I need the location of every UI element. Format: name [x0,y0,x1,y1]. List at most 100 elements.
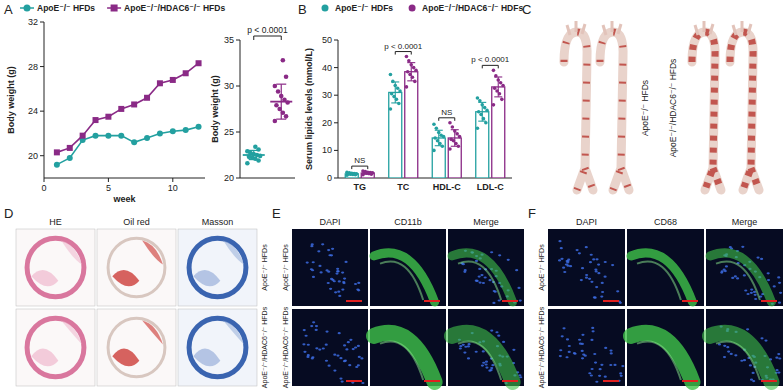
point [477,110,481,114]
nucleus [478,275,481,277]
panel-label: B [298,2,307,17]
point [413,80,417,84]
y-tick [40,111,44,112]
histology-image [16,229,95,306]
point [479,113,483,117]
nucleus [566,260,569,262]
x-tick-label: 0 [41,183,46,193]
nucleus [336,268,339,270]
nucleus [588,372,591,374]
nucleus [764,340,767,342]
nucleus [775,369,778,371]
annotation: p < 0.0001 [471,55,510,64]
nucleus [726,346,729,348]
marker-signal [458,341,501,380]
panel-label: F [528,206,536,221]
nucleus [325,330,328,332]
image-bg [97,309,176,386]
nucleus [345,348,348,350]
nucleus [777,371,780,373]
nucleus [559,355,562,357]
plaque [692,32,721,190]
nucleus [558,240,561,242]
nucleus [594,297,597,299]
nucleus [338,295,341,297]
plaque [112,348,139,366]
nucleus [598,375,601,377]
nucleus [336,355,339,357]
legend-text: ApoE⁻/⁻/HDAC6⁻/⁻ HDFs [422,3,523,13]
series-line [57,63,199,152]
nucleus [559,349,562,351]
nucleus [348,364,351,366]
nucleus [482,362,485,364]
nucleus [342,282,345,284]
nucleus [600,364,603,366]
image-bg [292,229,368,306]
nucleus [578,252,581,254]
error-line [253,150,254,159]
point [196,124,202,130]
nucleus [752,372,755,374]
fluorescence-image [370,229,446,306]
point [405,85,409,89]
vessel [564,32,593,190]
point [457,144,461,148]
y-tick [334,95,338,96]
y-tick-label: 0 [327,173,332,183]
nucleus [307,354,310,356]
point [476,127,480,131]
y-tick [40,155,44,156]
marker-signal [452,253,513,302]
nucleus [352,348,355,350]
nucleus [344,360,347,362]
bracket [439,118,455,121]
point [281,58,286,63]
marker-signal [716,261,760,300]
nucleus [325,269,328,271]
column-header: Merge [732,217,758,227]
point [144,135,150,141]
nucleus [585,277,588,279]
y-axis [338,40,339,178]
plot-area [243,58,293,166]
legend-marker [24,5,31,12]
point [436,139,440,143]
nucleus [467,345,470,347]
nucleus [315,325,318,327]
vessel-wall [108,318,165,377]
nucleus [318,265,321,267]
nucleus [310,325,313,327]
aorta-image [600,21,629,190]
y-axis-label: Serum lipids levels (mmol/L) [304,48,314,170]
nucleus [315,329,318,331]
nucleus [485,366,488,368]
aorta-image [564,21,593,190]
nucleus [568,345,571,347]
point [345,170,349,174]
point [392,95,396,99]
nucleus [515,269,518,271]
nucleus [725,265,728,267]
nucleus [750,379,753,381]
y-tick [40,22,44,23]
nucleus [485,363,488,365]
nucleus [778,282,781,284]
nucleus [563,271,566,273]
histology-image [97,309,176,386]
nucleus [343,344,346,346]
legend-item: ApoE⁻/⁻/HDAC6⁻/⁻ HFDs [107,3,225,13]
histology-image [178,309,257,386]
point [433,136,437,140]
nucleus [488,279,491,281]
point [432,122,436,126]
nucleus [317,250,320,252]
point [118,106,124,112]
y-axis-label: Body weight (g) [6,66,16,134]
nucleus [613,364,616,366]
y-tick [236,40,240,41]
nucleus [498,254,501,256]
nucleus [335,272,338,274]
plaque [193,270,220,286]
nucleus [338,332,341,334]
